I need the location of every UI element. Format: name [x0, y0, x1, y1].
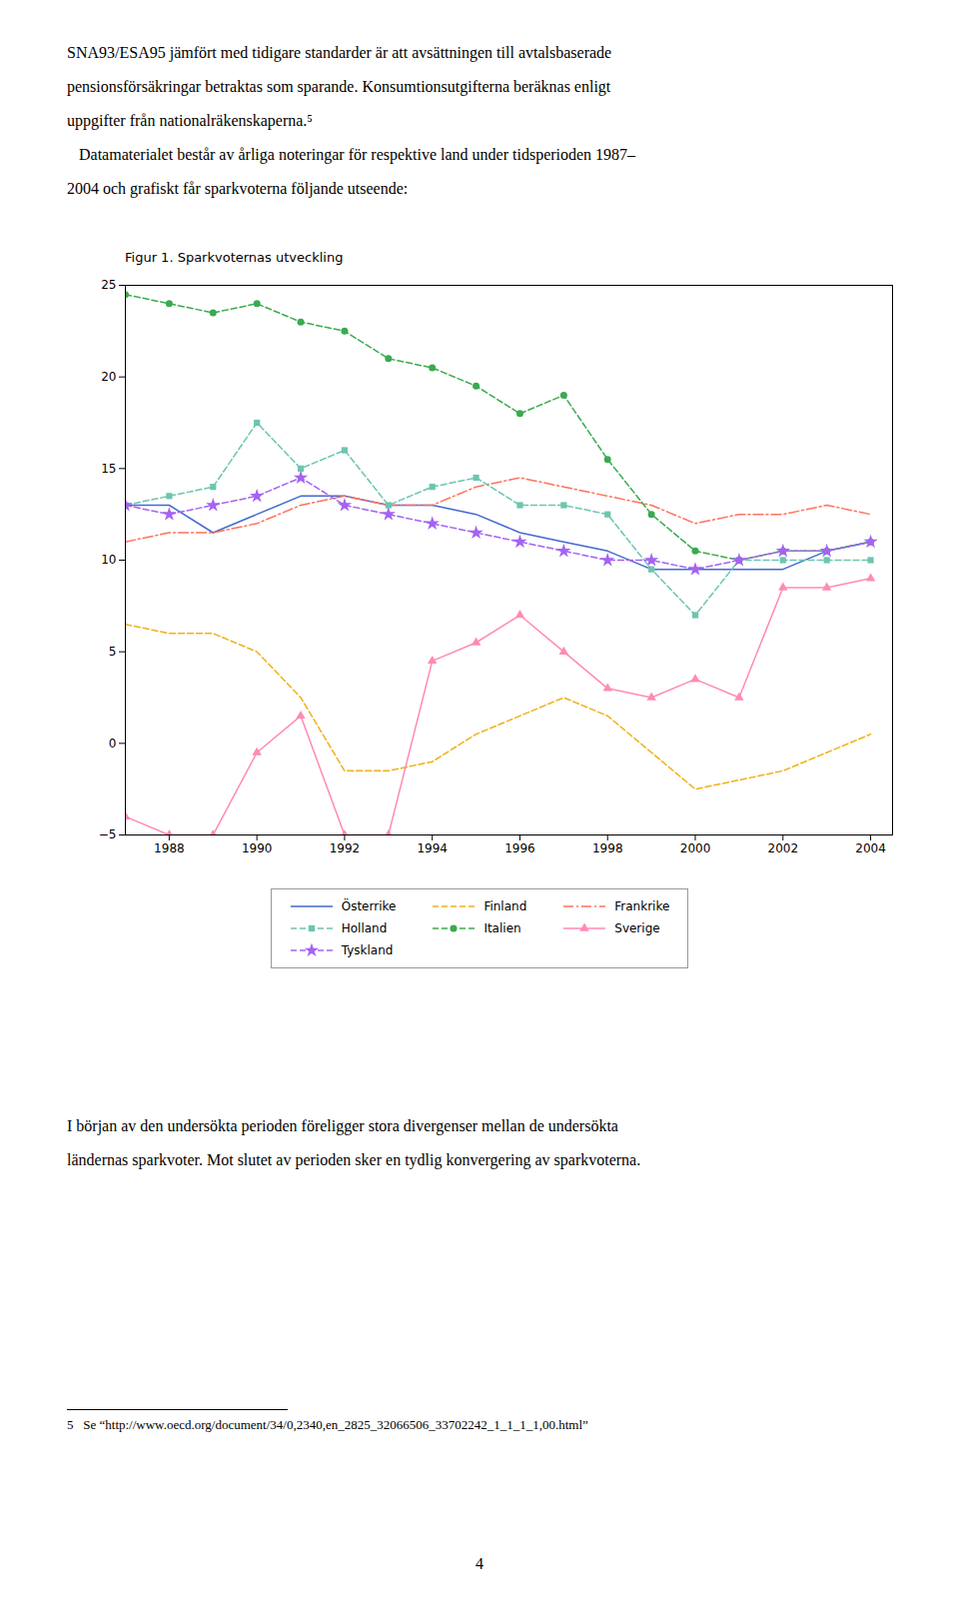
- svg-text:2000: 2000: [680, 841, 712, 856]
- svg-text:1994: 1994: [416, 841, 448, 856]
- svg-text:−5: −5: [98, 827, 117, 842]
- svg-text:15: 15: [100, 461, 116, 476]
- html-text:ländernas sparkvoter. Mot slut: ländernas sparkvoter. Mot slutet av peri…: [66, 1150, 641, 1168]
- html-text:Frankrike: Frankrike: [614, 899, 670, 914]
- svg-text:10: 10: [100, 552, 116, 567]
- html-text:Italien: Italien: [483, 921, 522, 936]
- svg-text:25: 25: [100, 277, 116, 292]
- html-text:Datamaterialet består av årlig: Datamaterialet består av årliga notering…: [66, 145, 636, 163]
- svg-text:1990: 1990: [241, 841, 273, 856]
- html-text:Österrike: Österrike: [341, 899, 396, 914]
- html-text:pensionsförsäkringar betraktas: pensionsförsäkringar betraktas som spara…: [66, 77, 611, 95]
- html-text:Figur 1. Sparkvoternas utveckl: Figur 1. Sparkvoternas utveckling: [124, 249, 344, 265]
- svg-text:1992: 1992: [329, 841, 361, 856]
- html-text:uppgifter från nationalräkensk: uppgifter från nationalräkenskaperna.⁵: [66, 111, 313, 129]
- svg-text:0: 0: [108, 736, 117, 751]
- html-text:2004 och grafiskt får sparkvot: 2004 och grafiskt får sparkvoterna följa…: [66, 179, 408, 197]
- html-text:Holland: Holland: [341, 921, 387, 936]
- html-text:4: 4: [475, 1554, 484, 1572]
- svg-text:1988: 1988: [153, 841, 185, 856]
- svg-text:20: 20: [100, 369, 116, 384]
- html-text:I början av den undersökta per: I början av den undersökta perioden före…: [66, 1116, 619, 1134]
- html-text:SNA93/ESA95 jämfört med tidiga: SNA93/ESA95 jämfört med tidigare standar…: [66, 43, 612, 61]
- html-text:5 Se “http://www.oecd.org/docu: 5 Se “http://www.oecd.org/document/34/0,…: [66, 1416, 589, 1432]
- html-text:Tyskland: Tyskland: [341, 943, 393, 958]
- svg-text:5: 5: [108, 644, 117, 659]
- svg-text:2002: 2002: [768, 841, 800, 856]
- html-text:Finland: Finland: [483, 899, 527, 914]
- svg-text:2004: 2004: [855, 841, 887, 856]
- svg-text:1998: 1998: [592, 841, 624, 856]
- svg-text:1996: 1996: [504, 841, 536, 856]
- html-text:Sverige: Sverige: [614, 921, 660, 936]
